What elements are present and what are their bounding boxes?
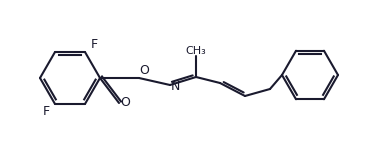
Text: O: O (120, 96, 130, 109)
Text: N: N (170, 80, 180, 93)
Text: F: F (90, 37, 97, 51)
Text: CH₃: CH₃ (185, 46, 206, 56)
Text: O: O (139, 64, 149, 77)
Text: F: F (42, 106, 50, 119)
